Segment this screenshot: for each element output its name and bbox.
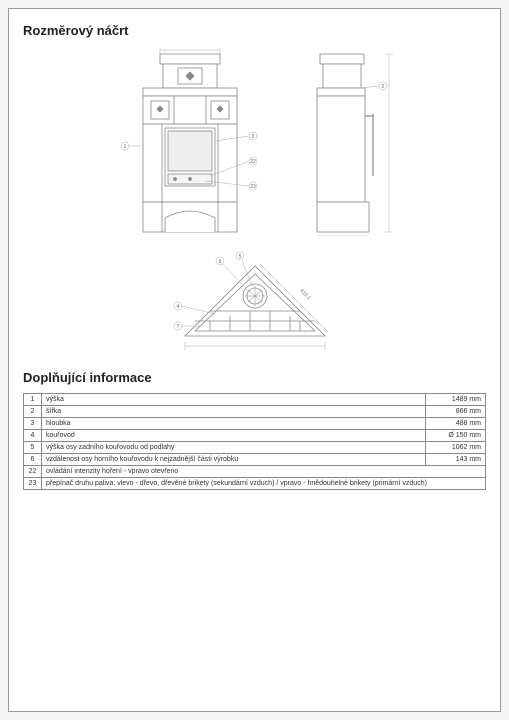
row-label: šířka — [42, 406, 426, 418]
top-view-drawing: 6 5 4 7 610.1 — [160, 246, 350, 356]
svg-text:5: 5 — [238, 254, 241, 260]
dimensions-table: 1výška1489 mm2šířka866 mm3hloubka488 mm4… — [23, 393, 486, 490]
row-value: Ø 150 mm — [426, 430, 486, 442]
row-number: 1 — [24, 394, 42, 406]
row-label: výška — [42, 394, 426, 406]
row-number: 5 — [24, 442, 42, 454]
drawings-area: 1 3 22 23 — [23, 46, 486, 356]
table-row: 1výška1489 mm — [24, 394, 486, 406]
svg-text:3: 3 — [251, 134, 254, 140]
table-row: 23přepínač druhu paliva: vlevo - dřevo, … — [24, 478, 486, 490]
row-label: přepínač druhu paliva: vlevo - dřevo, dř… — [42, 478, 486, 490]
row-value: 866 mm — [426, 406, 486, 418]
svg-text:2: 2 — [381, 84, 384, 90]
row-value: 143 mm — [426, 454, 486, 466]
row-number: 6 — [24, 454, 42, 466]
row-number: 23 — [24, 478, 42, 490]
table-row: 6vzdálenost osy horního kouřovodu k nejz… — [24, 454, 486, 466]
table-row: 5výška osy zadního kouřovodu od podlahy1… — [24, 442, 486, 454]
table-row: 3hloubka488 mm — [24, 418, 486, 430]
table-row: 4kouřovodØ 150 mm — [24, 430, 486, 442]
table-row: 2šířka866 mm — [24, 406, 486, 418]
svg-text:610.1: 610.1 — [298, 288, 311, 301]
section2: Doplňující informace 1výška1489 mm2šířka… — [23, 370, 486, 490]
side-view-drawing: 2 — [295, 46, 395, 236]
row-label: hloubka — [42, 418, 426, 430]
svg-text:22: 22 — [250, 159, 256, 165]
row-value: 488 mm — [426, 418, 486, 430]
svg-text:23: 23 — [250, 184, 256, 190]
row-label: výška osy zadního kouřovodu od podlahy — [42, 442, 426, 454]
svg-text:4: 4 — [176, 304, 179, 310]
row-value: 1489 mm — [426, 394, 486, 406]
svg-text:6: 6 — [218, 259, 221, 265]
row-label: vzdálenost osy horního kouřovodu k nejza… — [42, 454, 426, 466]
row-number: 2 — [24, 406, 42, 418]
table-row: 22ovládání intenzity hoření - vpravo ote… — [24, 466, 486, 478]
svg-text:1: 1 — [123, 144, 126, 150]
section2-title: Doplňující informace — [23, 370, 486, 385]
section1-title: Rozměrový náčrt — [23, 23, 486, 38]
row-label: kouřovod — [42, 430, 426, 442]
row-number: 3 — [24, 418, 42, 430]
page-frame: Rozměrový náčrt — [8, 8, 501, 712]
row-number: 4 — [24, 430, 42, 442]
front-view-drawing: 1 3 22 23 — [115, 46, 265, 236]
svg-text:7: 7 — [176, 324, 179, 330]
row-value: 1062 mm — [426, 442, 486, 454]
row-number: 22 — [24, 466, 42, 478]
row-label: ovládání intenzity hoření - vpravo otevř… — [42, 466, 486, 478]
